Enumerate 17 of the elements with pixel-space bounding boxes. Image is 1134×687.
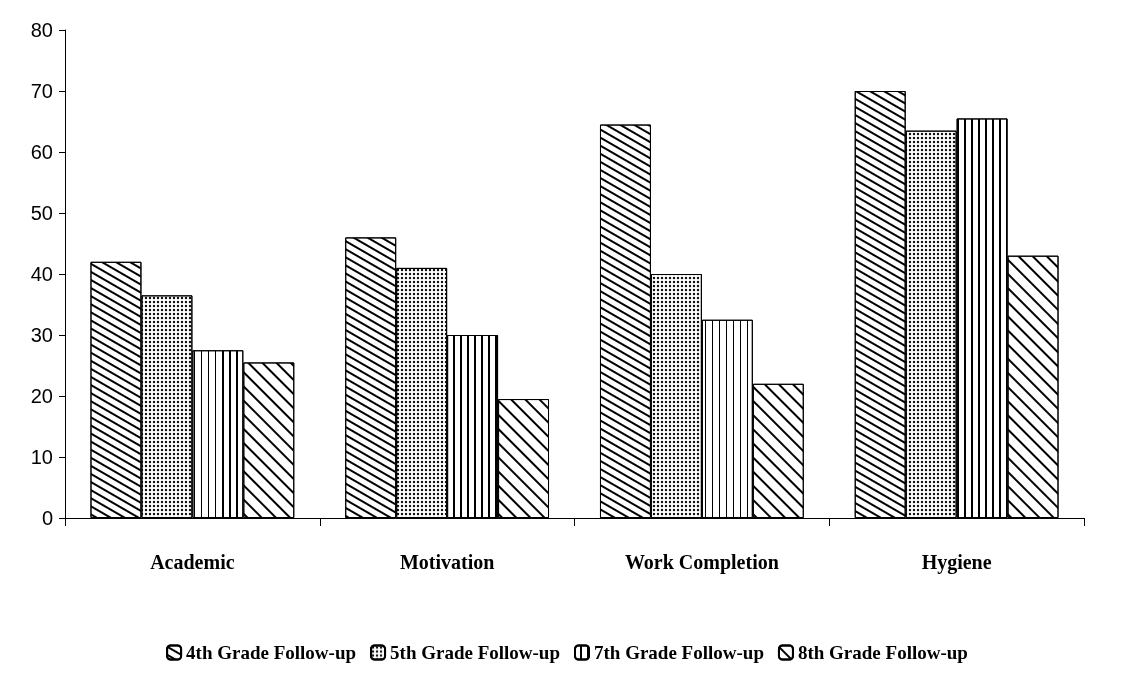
legend-label: 5th Grade Follow-up — [390, 642, 560, 663]
y-tick-label: 40 — [30, 263, 53, 285]
x-tick-label: Hygiene — [921, 551, 992, 574]
legend-label: 8th Grade Follow-up — [797, 642, 968, 663]
y-tick-label: 70 — [30, 80, 53, 102]
x-tick-label: Motivation — [399, 551, 495, 573]
y-tick-label: 20 — [30, 385, 53, 407]
y-tick-label: 50 — [30, 202, 53, 224]
legend-label: 7th Grade Follow-up — [594, 642, 764, 663]
y-tick-label: 10 — [30, 446, 53, 468]
legend-label: 4th Grade Follow-up — [186, 642, 357, 663]
x-tick-label: Academic — [150, 551, 235, 573]
y-tick-label: 60 — [30, 141, 53, 163]
y-tick-label: 30 — [30, 324, 53, 346]
y-tick-label: 80 — [30, 19, 53, 41]
y-tick-label: 0 — [41, 507, 53, 529]
x-tick-label: Work Completion — [624, 551, 779, 574]
